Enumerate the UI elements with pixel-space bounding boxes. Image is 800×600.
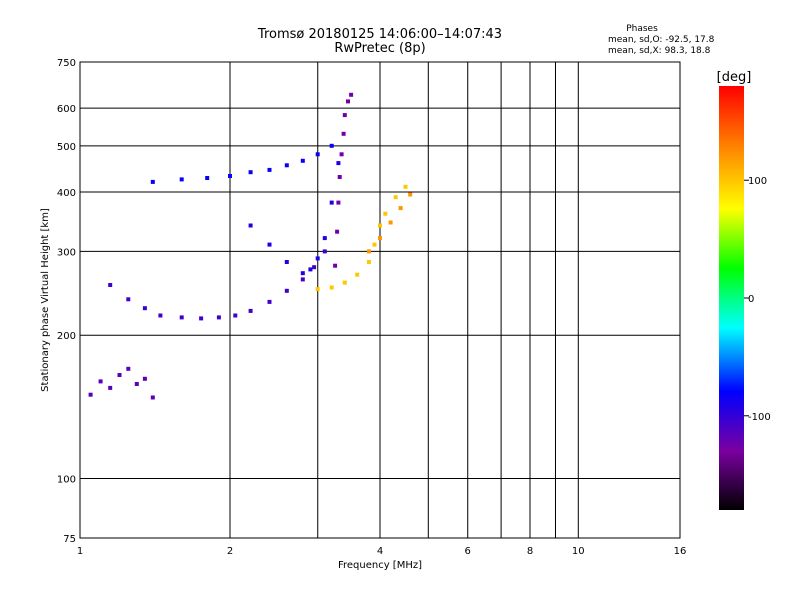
y-tick-label: 750 [57, 58, 76, 69]
data-point [158, 313, 163, 318]
y-axis-label: Stationary phase Virtual Height [km] [40, 208, 51, 392]
data-point [308, 267, 313, 272]
grid-lines [79, 62, 681, 538]
data-point [342, 280, 347, 285]
x-axis-label: Frequency [MHz] [338, 560, 422, 571]
stats-header: Phases [626, 24, 658, 34]
data-point [339, 152, 344, 157]
data-point [342, 113, 347, 118]
data-point [300, 271, 305, 276]
data-point [366, 249, 371, 254]
stats-x-line: mean, sd,X: 98.3, 18.8 [608, 46, 711, 56]
chart-title: Tromsø 20180125 14:06:00–14:07:43 [257, 27, 502, 42]
x-tick-label: 6 [465, 546, 471, 557]
data-point [336, 161, 341, 166]
data-point [150, 179, 155, 184]
x-tick-label: 4 [377, 546, 383, 557]
data-point [393, 195, 398, 200]
data-point [335, 229, 340, 234]
data-point [349, 92, 354, 97]
colorbar [719, 86, 744, 510]
data-point [248, 170, 253, 175]
data-point [117, 373, 122, 377]
data-point [108, 283, 113, 287]
data-point [403, 184, 408, 189]
data-point [322, 236, 327, 241]
plot-frame [79, 61, 681, 539]
colorbar-tick-label: -100 [748, 412, 771, 423]
data-point [300, 158, 305, 163]
colorbar-label: [deg] [717, 70, 752, 85]
data-point [134, 382, 139, 386]
data-point [315, 256, 320, 261]
data-point [267, 299, 272, 304]
y-tick-label: 500 [57, 142, 76, 153]
x-axis-ticks: 1 2 4 6 8 10 16 [77, 546, 687, 557]
data-point [337, 175, 342, 179]
data-point [248, 308, 253, 313]
data-point [179, 315, 184, 320]
data-point [233, 313, 238, 318]
x-tick-label: 16 [674, 546, 687, 557]
data-point [284, 163, 289, 168]
data-point [383, 211, 388, 216]
data-point [126, 366, 131, 371]
data-point [329, 143, 334, 148]
x-tick-label: 8 [527, 546, 533, 557]
y-tick-label: 600 [57, 104, 76, 115]
data-point [366, 260, 371, 264]
data-point [179, 177, 184, 182]
y-tick-label: 200 [57, 331, 76, 342]
data-point [388, 220, 393, 225]
data-point [248, 223, 253, 228]
data-point [300, 277, 305, 282]
x-tick-label: 10 [572, 546, 585, 557]
colorbar-tick-label: 100 [748, 176, 767, 187]
data-point [346, 99, 350, 104]
data-point [322, 249, 327, 254]
data-point [372, 242, 377, 247]
data-point [378, 223, 382, 228]
data-point [355, 272, 360, 277]
colorbar-ticks: 100 0 -100 [744, 176, 771, 423]
colorbar-tick-label: 0 [748, 294, 754, 305]
data-point [378, 236, 382, 241]
data-point [329, 285, 334, 290]
data-point [205, 176, 210, 180]
data-point [315, 152, 320, 157]
y-tick-label: 400 [57, 188, 76, 199]
data-point [228, 174, 232, 178]
data-point [108, 385, 113, 390]
data-point [398, 206, 403, 211]
chart-subtitle: RwPretec (8p) [334, 41, 425, 56]
data-point [142, 306, 147, 311]
data-points [88, 92, 413, 400]
x-tick-label: 1 [77, 546, 83, 557]
data-point [216, 315, 221, 320]
data-point [98, 379, 103, 384]
y-axis-ticks: 75 100 200 300 400 500 600 750 [57, 58, 76, 545]
data-point [267, 242, 272, 247]
data-point [126, 297, 131, 302]
data-point [333, 263, 338, 268]
data-point [341, 131, 346, 136]
data-point [284, 260, 289, 264]
y-tick-label: 100 [57, 475, 76, 486]
data-point [312, 265, 317, 270]
x-tick-label: 2 [227, 546, 233, 557]
data-point [315, 287, 320, 292]
stats-o-line: mean, sd,O: -92.5, 17.8 [608, 35, 715, 45]
data-point [150, 395, 155, 400]
y-tick-label: 300 [57, 247, 76, 258]
data-point [267, 167, 272, 172]
data-point [336, 200, 341, 205]
y-tick-label: 75 [63, 534, 76, 545]
data-point [284, 288, 289, 293]
data-point [408, 192, 413, 197]
data-point [199, 316, 204, 321]
data-point [142, 376, 147, 381]
data-point [329, 200, 334, 205]
data-point [88, 392, 93, 397]
